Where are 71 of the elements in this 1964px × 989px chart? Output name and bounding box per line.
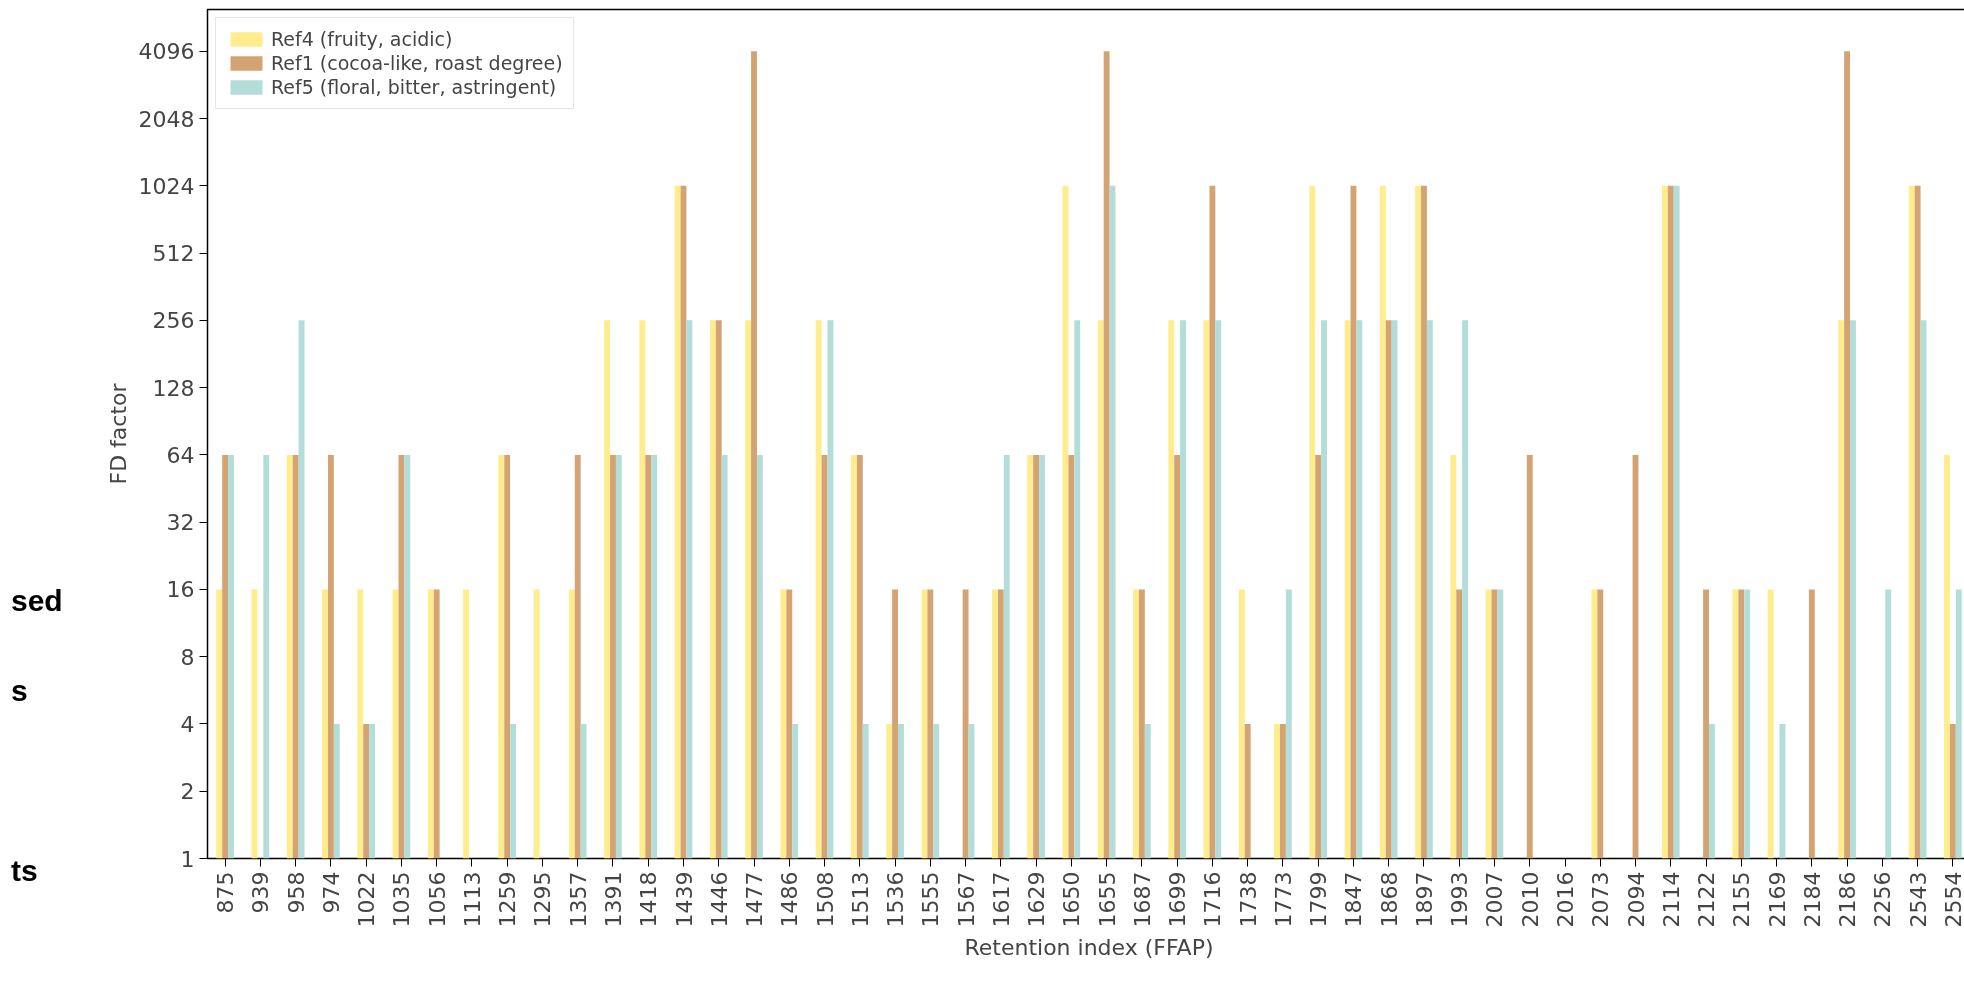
y-tick-label: 256 (152, 308, 195, 334)
x-tick-label: 1687 (1129, 871, 1155, 928)
x-tick-label: 1738 (1235, 871, 1261, 928)
x-tick-label: 2155 (1729, 871, 1755, 928)
x-tick-label: 1259 (495, 871, 521, 928)
x-tick-label: 1508 (812, 871, 838, 928)
y-tick-label: 64 (166, 442, 195, 468)
x-tick-label: 2256 (1870, 871, 1896, 928)
x-tick-label: 1477 (742, 871, 768, 928)
legend-label: Ref4 (fruity, acidic) (271, 28, 453, 50)
x-tick-label: 1897 (1411, 871, 1437, 928)
y-tick-label: 4096 (138, 39, 195, 65)
y-tick-label: 16 (166, 577, 195, 603)
y-tick-label: 128 (152, 375, 195, 401)
x-tick-label: 1617 (988, 871, 1014, 928)
x-tick-label: 1439 (671, 871, 697, 928)
x-tick-label: 2073 (1588, 871, 1614, 928)
x-tick-label: 875 (213, 871, 239, 914)
y-tick-label: 1024 (138, 173, 195, 199)
text: ts (11, 853, 38, 889)
legend-label: Ref1 (cocoa-like, roast degree) (271, 52, 563, 74)
text: sed (11, 583, 63, 619)
y-tick-label: 2 (180, 779, 195, 805)
x-tick-label: 2543 (1905, 871, 1931, 928)
x-tick-label: 1295 (530, 871, 556, 928)
y-tick-label: 4 (180, 711, 195, 737)
x-tick-label: 2169 (1764, 871, 1790, 928)
y-axis-title: FD factor (105, 382, 131, 485)
y-tick-label: 512 (152, 241, 195, 267)
x-tick-label: 2094 (1623, 871, 1649, 928)
x-tick-label: 2007 (1482, 871, 1508, 928)
x-tick-label: 958 (283, 871, 309, 914)
x-tick-label: 1418 (636, 871, 662, 928)
legend-label: Ref5 (floral, bitter, astringent) (271, 76, 557, 98)
x-tick-label: 2114 (1658, 871, 1684, 928)
x-tick-label: 1391 (600, 871, 626, 928)
x-axis-title: Retention index (FFAP) (964, 935, 1214, 961)
x-tick-label: 1868 (1376, 871, 1402, 928)
x-tick-label: 1357 (565, 871, 591, 928)
x-tick-label: 1555 (918, 871, 944, 928)
y-tick-label: 8 (180, 644, 195, 670)
x-tick-label: 1993 (1447, 871, 1473, 928)
x-tick-label: 1035 (389, 871, 415, 928)
x-tick-label: 1629 (1024, 871, 1050, 928)
y-tick-label: 2048 (138, 106, 195, 132)
y-tick-label: 32 (166, 510, 195, 536)
x-tick-label: 1650 (1059, 871, 1085, 928)
x-tick-label: 1486 (777, 871, 803, 928)
x-tick-label: 1022 (354, 871, 380, 928)
x-tick-label: 2122 (1694, 871, 1720, 928)
x-tick-label: 1056 (424, 871, 450, 928)
x-tick-label: 2016 (1553, 871, 1579, 928)
text: s (11, 673, 28, 709)
x-tick-label: 1799 (1306, 871, 1332, 928)
x-tick-label: 1655 (1094, 871, 1120, 928)
x-tick-label: 974 (318, 871, 344, 914)
x-tick-label: 2554 (1940, 871, 1964, 928)
x-tick-label: 2184 (1799, 871, 1825, 928)
x-tick-label: 1847 (1341, 871, 1367, 928)
y-tick-label: 1 (180, 846, 195, 872)
x-tick-label: 1446 (706, 871, 732, 928)
x-tick-label: 1113 (459, 871, 485, 928)
x-tick-label: 1536 (883, 871, 909, 928)
x-tick-label: 1699 (1165, 871, 1191, 928)
x-tick-label: 1716 (1200, 871, 1226, 928)
x-tick-label: 1567 (953, 871, 979, 928)
x-tick-label: 939 (248, 871, 274, 914)
x-tick-label: 2010 (1517, 871, 1543, 928)
x-tick-label: 2186 (1835, 871, 1861, 928)
x-tick-label: 1773 (1270, 871, 1296, 928)
x-tick-label: 1513 (847, 871, 873, 928)
